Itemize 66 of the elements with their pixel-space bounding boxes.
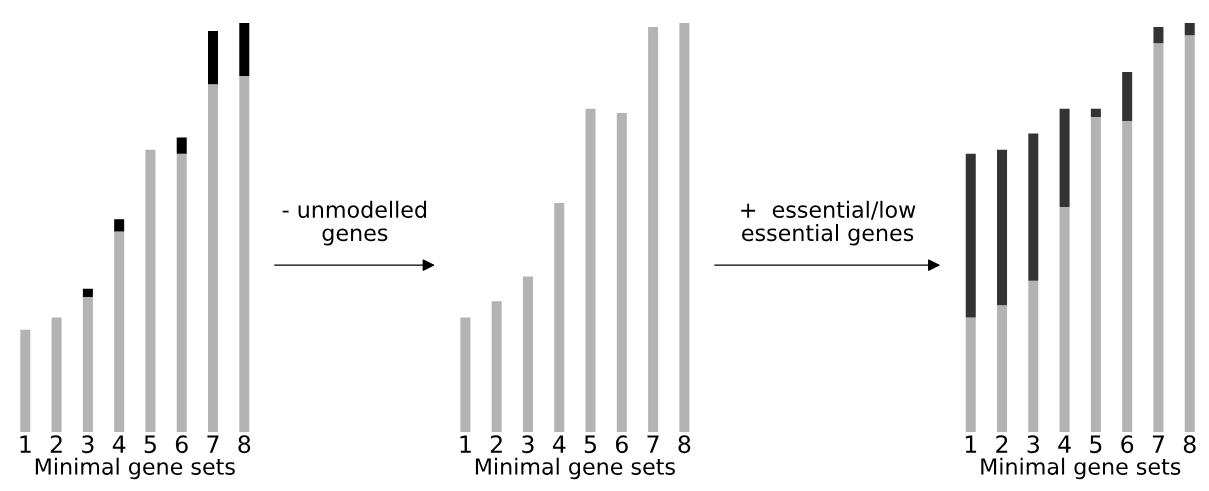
bar: [460, 317, 471, 433]
x-tick-label: 8: [1183, 435, 1196, 454]
x-tick-label: 8: [678, 435, 691, 454]
bar: [239, 22, 250, 77]
x-axis-title: Minimal gene sets: [475, 457, 675, 480]
bar: [114, 231, 125, 433]
x-tick-label: 1: [965, 435, 977, 453]
bar: [679, 22, 690, 433]
bar: [1028, 133, 1039, 281]
x-tick-label: 4: [112, 435, 126, 453]
bar: [51, 317, 62, 433]
x-tick-label: 2: [50, 435, 62, 453]
bar: [1153, 27, 1164, 44]
x-tick-label: 1: [460, 435, 471, 453]
x-tick-label: 6: [175, 435, 188, 454]
bar: [554, 202, 565, 433]
x-tick-label: 3: [82, 435, 94, 454]
x-axis-title: Minimal gene sets: [35, 457, 235, 480]
x-tick-label: 1: [20, 435, 31, 453]
bar: [82, 297, 93, 433]
bar: [648, 27, 659, 433]
bar: [82, 288, 93, 298]
x-tick-label: 7: [207, 435, 219, 453]
bar: [20, 329, 31, 433]
bar: [1028, 280, 1039, 433]
bar: [1059, 108, 1070, 208]
bar: [585, 108, 596, 433]
x-tick-label: 4: [552, 435, 566, 453]
x-tick-label: 8: [238, 435, 251, 454]
text: - unmodelled genes: [282, 200, 427, 246]
text: + essential/low essential genes: [741, 200, 916, 246]
x-tick-label: 7: [647, 435, 659, 453]
bar: [965, 153, 976, 318]
x-tick-label: 3: [1027, 435, 1039, 454]
bar: [1153, 43, 1164, 433]
x-tick-label: 5: [1090, 435, 1102, 454]
bar: [176, 153, 187, 433]
x-tick-label: 3: [522, 435, 534, 454]
bar: [1059, 207, 1070, 433]
bar: [1184, 35, 1195, 433]
bar: [208, 31, 219, 85]
bar: [491, 301, 502, 433]
x-tick-label: 6: [615, 435, 628, 454]
bar: [1090, 108, 1101, 118]
bar: [616, 112, 627, 433]
bar: [997, 149, 1008, 306]
bar: [1122, 72, 1133, 122]
bar: [114, 219, 125, 232]
bar: [1090, 117, 1101, 433]
bar: [176, 137, 187, 154]
x-tick-label: 6: [1121, 435, 1134, 454]
bar: [965, 317, 976, 433]
x-tick-label: 5: [144, 435, 156, 454]
bar: [208, 84, 219, 433]
bar: [145, 149, 156, 433]
bar: [1184, 22, 1195, 36]
bar: [239, 76, 250, 433]
x-axis-title: Minimal gene sets: [981, 457, 1181, 480]
bar: [522, 276, 533, 433]
x-tick-label: 5: [584, 435, 596, 454]
x-tick-label: 2: [490, 435, 502, 453]
x-tick-label: 2: [996, 435, 1008, 453]
bar: [997, 305, 1008, 433]
x-tick-label: 4: [1058, 435, 1071, 453]
x-tick-label: 7: [1152, 435, 1164, 453]
bar: [1122, 121, 1133, 433]
